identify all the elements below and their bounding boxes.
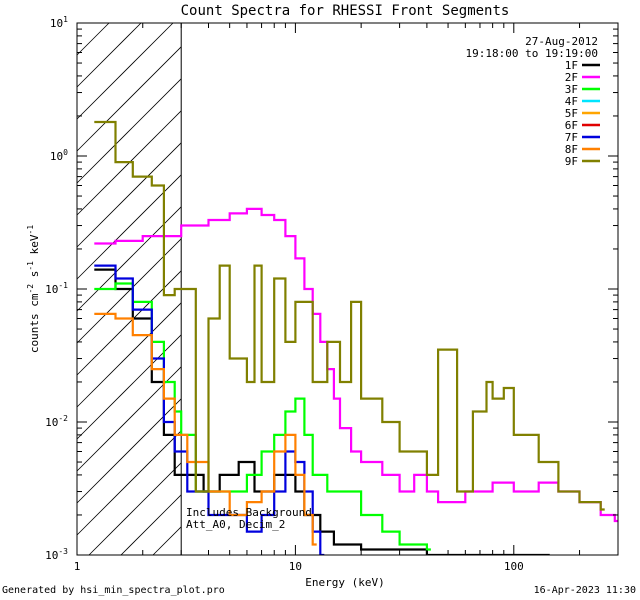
generated-by-note: Generated by hsi_min_spectra_plot.pro bbox=[2, 585, 225, 596]
hatch-line bbox=[76, 22, 110, 56]
y-tick-label: 100 bbox=[50, 148, 68, 163]
legend-label-2F: 2F bbox=[565, 71, 578, 84]
y-tick-label: 10-1 bbox=[45, 281, 68, 296]
hatch-line bbox=[76, 398, 182, 504]
hatch-line bbox=[152, 526, 182, 556]
series-line-9F bbox=[94, 120, 605, 511]
legend-label-1F: 1F bbox=[565, 59, 578, 72]
annotation-line-2: Att_A0, Decim_2 bbox=[186, 518, 285, 531]
plot-frame bbox=[76, 22, 619, 556]
series-line-8F bbox=[94, 312, 317, 546]
hatch-line bbox=[76, 270, 182, 376]
hatch-line bbox=[76, 302, 182, 408]
y-tick-label: 10-3 bbox=[45, 547, 68, 562]
legend-label-6F: 6F bbox=[565, 119, 578, 132]
hatch-line bbox=[76, 22, 142, 88]
series-layer bbox=[94, 120, 618, 555]
x-axis-label: Energy (keV) bbox=[305, 576, 384, 589]
hatch-line bbox=[76, 22, 174, 120]
series-line-1F bbox=[94, 268, 550, 555]
info-block: 27-Aug-2012 19:18:00 to 19:19:00 bbox=[466, 35, 598, 60]
hatch-line bbox=[76, 174, 182, 280]
legend-label-4F: 4F bbox=[565, 95, 578, 108]
generated-timestamp: 16-Apr-2023 11:30 bbox=[533, 585, 636, 596]
hatch-line bbox=[76, 238, 182, 344]
legend-label-8F: 8F bbox=[565, 143, 578, 156]
hatch-line bbox=[88, 462, 182, 556]
date-label: 27-Aug-2012 bbox=[525, 35, 598, 48]
hatch-line bbox=[76, 430, 182, 536]
time-range-label: 19:18:00 to 19:19:00 bbox=[466, 47, 598, 60]
x-tick-label: 1 bbox=[74, 560, 81, 573]
hatch-line bbox=[120, 494, 182, 556]
hatch-line bbox=[76, 334, 182, 440]
axes: 1 10 100 10-3 10-2 10-1 100 101 bbox=[45, 15, 619, 573]
series-line-2F bbox=[94, 207, 618, 523]
hatch-line bbox=[76, 46, 182, 152]
hatch-line bbox=[76, 78, 182, 184]
y-axis-label: counts cm-2 s-1 keV-1 bbox=[26, 225, 41, 353]
y-tick-label: 101 bbox=[50, 15, 68, 30]
y-tick-label: 10-2 bbox=[45, 414, 68, 429]
hatch-line bbox=[76, 142, 182, 248]
chart-title: Count Spectra for RHESSI Front Segments bbox=[181, 3, 510, 19]
annotation-line-1: Includes Background bbox=[186, 506, 312, 519]
legend-label-5F: 5F bbox=[565, 107, 578, 120]
legend-label-7F: 7F bbox=[565, 131, 578, 144]
legend-label-9F: 9F bbox=[565, 155, 578, 168]
background-annotation: Includes Background Att_A0, Decim_2 bbox=[186, 506, 312, 531]
legend-label-3F: 3F bbox=[565, 83, 578, 96]
x-tick-label: 10 bbox=[289, 560, 302, 573]
x-tick-label: 100 bbox=[504, 560, 524, 573]
